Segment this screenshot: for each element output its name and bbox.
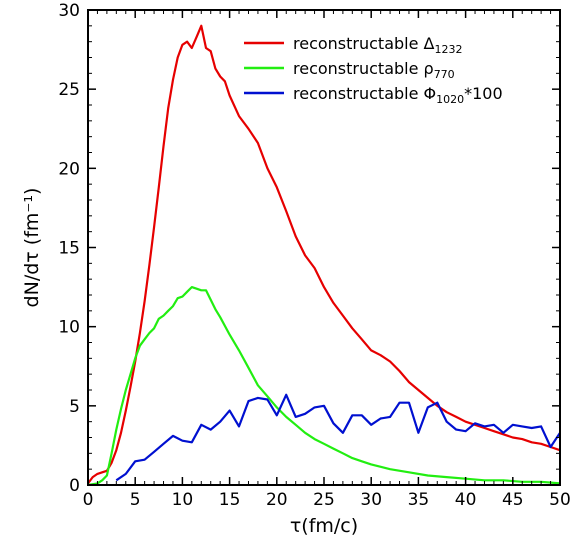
x-axis: 0 5 10 15 20 25 30 35 40 45 50	[83, 10, 571, 510]
x-tick-label: 30	[360, 490, 382, 510]
legend-label-2: reconstructable ρ770	[293, 59, 455, 81]
y-tick-label: 15	[58, 239, 80, 259]
y-tick-label: 10	[58, 318, 80, 338]
x-tick-label: 35	[408, 490, 430, 510]
legend-label-1: reconstructable Δ1232	[293, 34, 462, 56]
x-axis-title: τ(fm/c)	[290, 515, 358, 537]
y-tick-label: 0	[69, 476, 80, 496]
y-tick-label: 20	[58, 159, 80, 179]
legend-label-3: reconstructable Φ1020*100	[293, 84, 503, 106]
y-tick-label: 5	[69, 397, 80, 417]
x-tick-label: 5	[130, 490, 141, 510]
x-tick-label: 25	[313, 490, 335, 510]
x-tick-label: 20	[266, 490, 288, 510]
series-line-2	[87, 286, 561, 487]
x-tick-label: 45	[502, 490, 524, 510]
x-tick-label: 0	[83, 490, 94, 510]
y-tick-label: 25	[58, 80, 80, 100]
y-axis: 0 5 10 15 20 25 30	[58, 1, 560, 496]
data-curves	[87, 24, 561, 487]
x-tick-label: 50	[549, 490, 571, 510]
x-tick-label: 40	[455, 490, 477, 510]
x-tick-label: 10	[172, 490, 194, 510]
series-line-3	[115, 393, 561, 482]
plot-frame	[87, 9, 561, 486]
legend: reconstructable Δ1232 reconstructable ρ77…	[244, 34, 503, 106]
y-axis-title: dN/dτ (fm⁻¹)	[21, 188, 43, 308]
y-tick-label: 30	[58, 1, 80, 21]
series-line-1	[87, 24, 561, 485]
x-tick-label: 15	[219, 490, 241, 510]
